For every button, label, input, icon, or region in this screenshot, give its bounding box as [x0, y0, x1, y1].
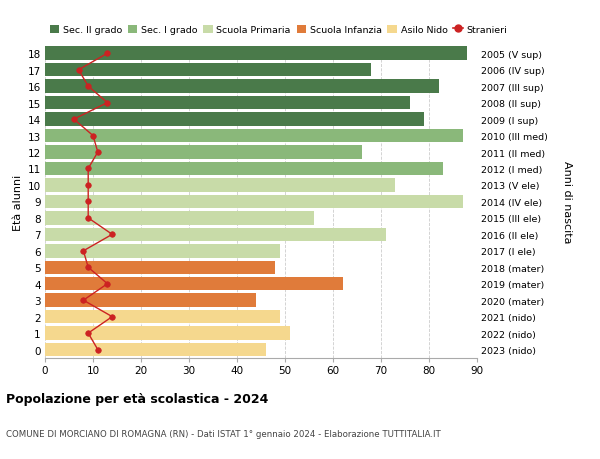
Bar: [45, 343, 266, 357]
Bar: [45, 113, 424, 127]
Bar: [45, 97, 410, 110]
Bar: [45, 129, 463, 143]
Bar: [45, 294, 256, 307]
Text: Popolazione per età scolastica - 2024: Popolazione per età scolastica - 2024: [6, 392, 268, 405]
Bar: [45, 64, 371, 77]
Bar: [45, 162, 443, 176]
Text: COMUNE DI MORCIANO DI ROMAGNA (RN) - Dati ISTAT 1° gennaio 2024 - Elaborazione T: COMUNE DI MORCIANO DI ROMAGNA (RN) - Dat…: [6, 429, 441, 438]
Bar: [45, 261, 275, 274]
Bar: [45, 195, 463, 209]
Bar: [45, 228, 386, 241]
Bar: [45, 179, 395, 192]
Y-axis label: Anni di nascita: Anni di nascita: [562, 161, 572, 243]
Bar: [45, 212, 314, 225]
Bar: [45, 310, 280, 324]
Legend: Sec. II grado, Sec. I grado, Scuola Primaria, Scuola Infanzia, Asilo Nido, Stran: Sec. II grado, Sec. I grado, Scuola Prim…: [50, 26, 507, 35]
Bar: [45, 47, 467, 61]
Bar: [45, 80, 439, 94]
Bar: [45, 277, 343, 291]
Y-axis label: Età alunni: Età alunni: [13, 174, 23, 230]
Bar: [45, 327, 290, 340]
Bar: [45, 146, 362, 159]
Bar: [45, 245, 280, 258]
